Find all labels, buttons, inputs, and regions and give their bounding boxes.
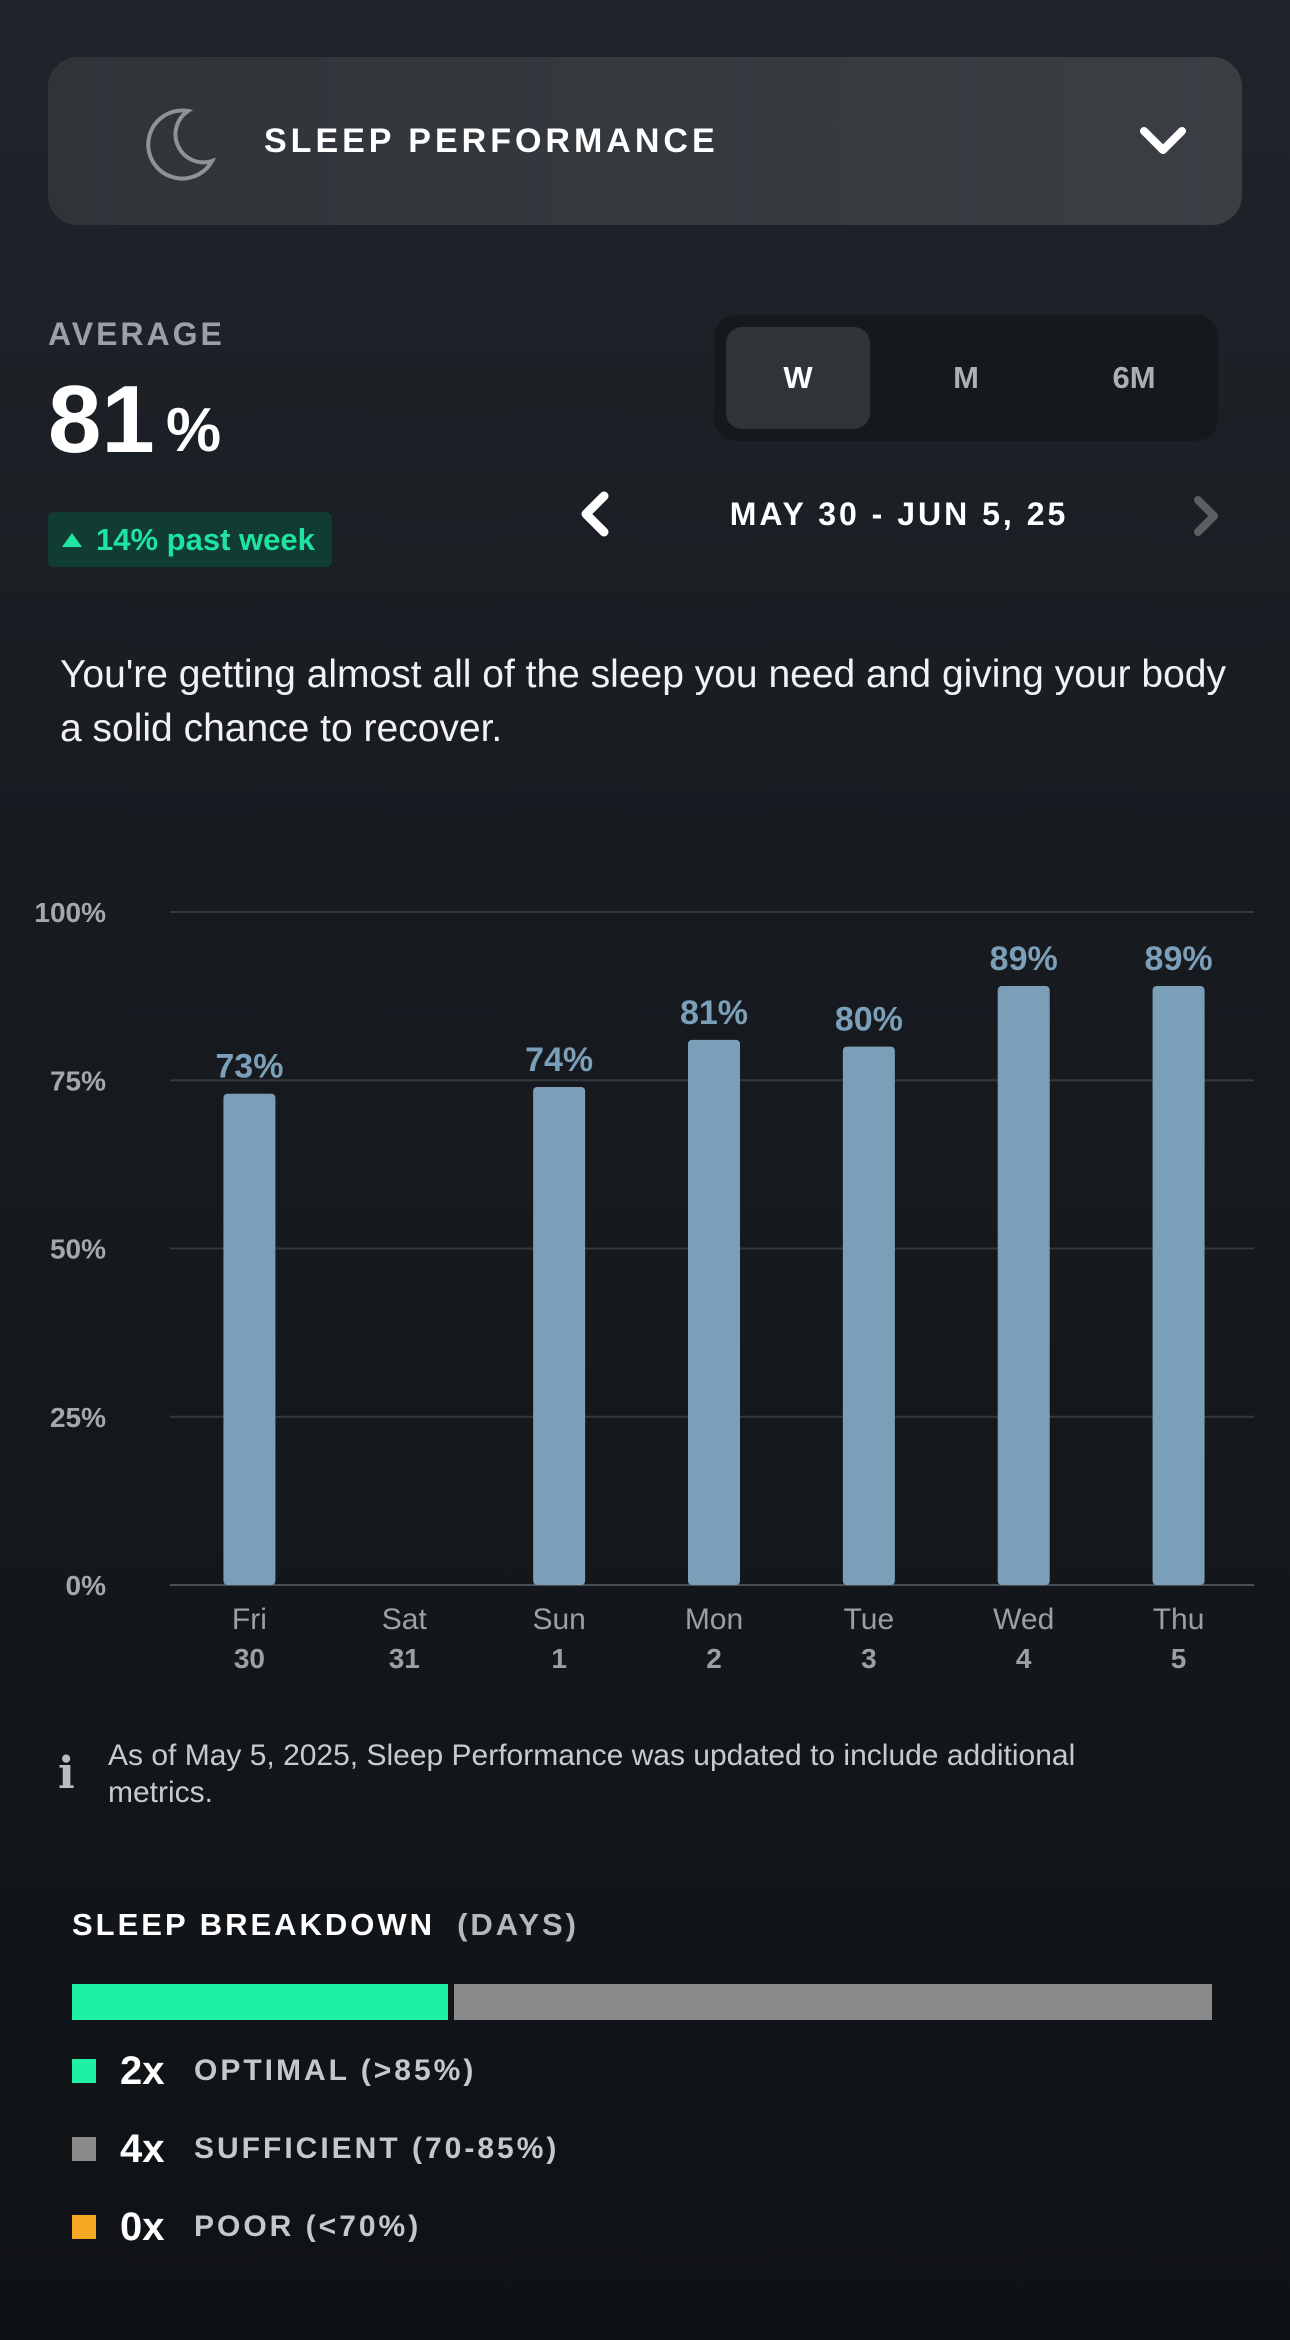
summary-text: You're getting almost all of the sleep y… xyxy=(60,653,1226,750)
metric-selector[interactable]: SLEEP PERFORMANCE xyxy=(48,57,1242,225)
average-value: 81 xyxy=(48,366,155,473)
bar xyxy=(997,986,1050,1585)
legend-swatch-sufficient xyxy=(72,2137,96,2161)
tab-six-months[interactable]: 6M xyxy=(1112,360,1156,395)
breakdown-segment xyxy=(454,1984,1212,2020)
y-tick-label: 0% xyxy=(66,1570,107,1601)
bar-data-label: 73% xyxy=(215,1048,283,1086)
breakdown-bar xyxy=(72,1984,1218,2020)
legend-row-optimal: 2x OPTIMAL (>85%) xyxy=(72,2045,476,2097)
bar xyxy=(842,1046,895,1585)
info-icon: i xyxy=(58,1748,75,1799)
metric-title: SLEEP PERFORMANCE xyxy=(264,122,719,160)
x-tick-date: 2 xyxy=(706,1643,722,1674)
x-tick-day: Mon xyxy=(685,1603,743,1636)
legend-row-poor: 0x POOR (<70%) xyxy=(72,2201,421,2253)
bar xyxy=(688,1039,740,1585)
legend-label: POOR (<70%) xyxy=(194,2210,422,2243)
x-tick-day: Wed xyxy=(993,1603,1054,1636)
bar-data-label: 74% xyxy=(525,1041,593,1079)
y-tick-label: 75% xyxy=(50,1065,106,1096)
legend-swatch-optimal xyxy=(72,2059,96,2083)
tab-month[interactable]: M xyxy=(953,360,979,395)
bar xyxy=(533,1086,586,1585)
x-tick-date: 3 xyxy=(861,1643,877,1674)
breakdown-title: SLEEP BREAKDOWN (DAYS) xyxy=(72,1907,579,1943)
date-range: MAY 30 - JUN 5, 25 xyxy=(729,496,1069,532)
triangle-up-icon xyxy=(62,532,82,547)
legend-row-sufficient: 4x SUFFICIENT (70-85%) xyxy=(72,2123,559,2175)
trend-badge: 14% past week xyxy=(48,512,332,567)
bar-data-label: 89% xyxy=(990,940,1058,978)
bar xyxy=(1152,986,1205,1585)
bar-data-label: 81% xyxy=(680,994,748,1032)
legend-count: 0x xyxy=(120,2204,165,2249)
tab-week[interactable]: W xyxy=(726,327,870,429)
chevron-down-icon[interactable] xyxy=(1138,123,1188,159)
y-tick-label: 25% xyxy=(50,1402,106,1433)
x-tick-day: Fri xyxy=(232,1603,267,1636)
y-tick-label: 50% xyxy=(50,1234,106,1265)
range-toggle: W M 6M xyxy=(714,315,1218,441)
x-tick-day: Sat xyxy=(382,1603,428,1636)
legend-label: OPTIMAL (>85%) xyxy=(194,2054,477,2087)
x-tick-day: Tue xyxy=(844,1603,895,1636)
x-tick-date: 31 xyxy=(389,1643,420,1674)
chevron-right-icon[interactable] xyxy=(1190,494,1222,538)
breakdown-subtitle: (DAYS) xyxy=(457,1907,580,1942)
trend-text: 14% past week xyxy=(96,521,315,557)
legend-label: SUFFICIENT (70-85%) xyxy=(194,2132,560,2165)
bar-data-label: 80% xyxy=(835,1001,903,1039)
x-tick-date: 4 xyxy=(1016,1643,1032,1674)
bar-data-label: 89% xyxy=(1145,940,1213,978)
x-tick-date: 1 xyxy=(551,1643,567,1674)
legend-count: 2x xyxy=(120,2048,165,2093)
breakdown-title-text: SLEEP BREAKDOWN xyxy=(72,1907,436,1942)
average-label: AVERAGE xyxy=(48,316,225,352)
x-tick-date: 30 xyxy=(234,1643,265,1674)
moon-icon xyxy=(146,108,216,181)
chevron-left-icon[interactable] xyxy=(578,490,612,538)
sleep-performance-chart: 0% 25% 50% 75% 100% 73% Fri 30 Sat 31 74% Sun 1 81% Mo… xyxy=(34,897,1254,1674)
legend-swatch-poor xyxy=(72,2215,96,2239)
y-tick-label: 100% xyxy=(34,897,106,928)
legend-count: 4x xyxy=(120,2126,165,2171)
info-note: As of May 5, 2025, Sleep Performance was… xyxy=(108,1739,1076,1809)
x-tick-day: Sun xyxy=(532,1603,585,1636)
x-tick-day: Thu xyxy=(1153,1603,1205,1636)
average-unit: % xyxy=(166,396,222,465)
x-tick-date: 5 xyxy=(1171,1643,1187,1674)
bar xyxy=(223,1093,276,1585)
breakdown-segment xyxy=(72,1984,448,2020)
